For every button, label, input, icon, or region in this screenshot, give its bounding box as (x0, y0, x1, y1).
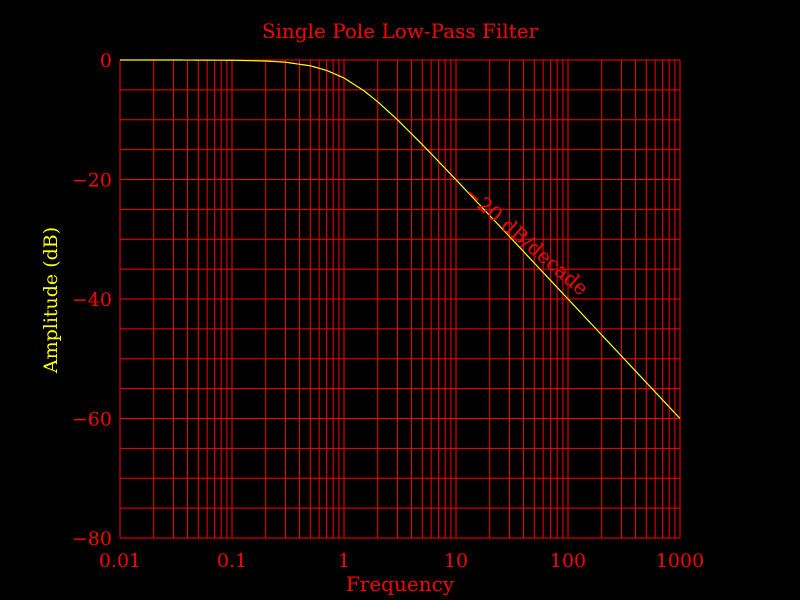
grid (119, 59, 681, 539)
x-tick-label: 100 (550, 550, 586, 572)
y-tick-label: −20 (72, 170, 112, 192)
tick-labels: 0.01 0.1 1 10 100 1000 0 −20 −40 −60 −80 (72, 50, 704, 572)
x-tick-label: 1000 (656, 550, 704, 572)
x-tick-label: 1 (338, 550, 350, 572)
series-layer (120, 59, 681, 419)
y-axis-label: Amplitude (dB) (40, 227, 62, 374)
x-tick-label: 0.01 (99, 550, 141, 572)
x-tick-label: 0.1 (217, 550, 247, 572)
y-tick-label: −80 (72, 528, 112, 550)
x-tick-label: 10 (444, 550, 468, 572)
chart-title: Single Pole Low-Pass Filter (262, 19, 539, 43)
y-tick-label: 0 (100, 50, 112, 72)
series-line (120, 59, 681, 419)
x-axis-label: Frequency (346, 572, 455, 596)
y-tick-label: −40 (72, 289, 112, 311)
y-tick-label: −60 (72, 409, 112, 431)
